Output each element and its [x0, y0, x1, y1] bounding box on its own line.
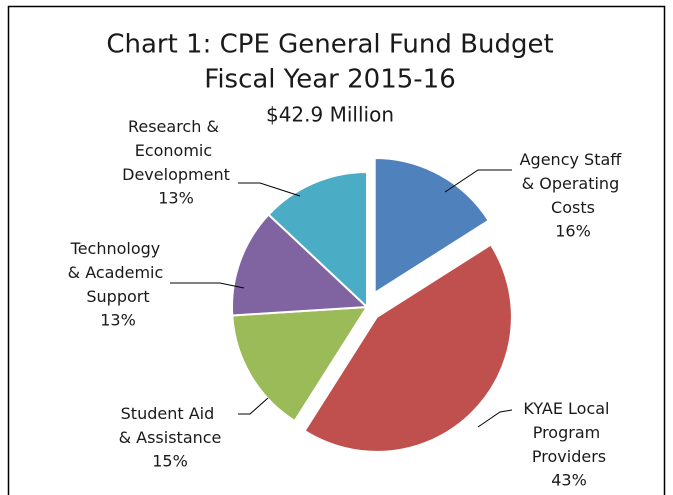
label-line: KYAE Local [523, 399, 614, 418]
label-line: & Assistance [119, 428, 222, 447]
chart-title: Chart 1: CPE General Fund Budget [106, 30, 553, 60]
pie-slice [267, 170, 368, 310]
label-line: Technology [70, 239, 166, 258]
leader-line [238, 182, 301, 197]
label-line: Costs [551, 198, 595, 217]
label-line: & Academic [68, 263, 169, 282]
label-line: Development [122, 165, 230, 184]
chart-title: Fiscal Year 2015-16 [204, 65, 456, 95]
label-line: Agency Staff [520, 150, 627, 169]
category-label: KYAE Local Program Providers [523, 399, 614, 466]
label-line: Research & [128, 117, 224, 136]
leader-line [170, 282, 245, 289]
leader-line [444, 169, 512, 193]
value-label: 13% [100, 311, 136, 330]
chart-subtitle: $42.9 Million [266, 103, 394, 127]
value-label: 13% [158, 189, 194, 208]
category-label: Student Aid & Assistance [119, 404, 222, 447]
leader-line [477, 409, 513, 428]
pie-slice [373, 156, 491, 295]
value-label: 16% [555, 222, 591, 241]
label-line: Economic [135, 141, 218, 160]
pie-slice [231, 213, 370, 317]
category-label: Research & Economic Development [122, 117, 230, 184]
label-line: & Operating [522, 174, 625, 193]
category-label: Technology & Academic Support [68, 239, 169, 306]
label-line: Support [86, 287, 149, 306]
chart-frame [7, 5, 666, 495]
label-line: Program [533, 423, 606, 442]
category-label: Agency Staff & Operating Costs [520, 150, 627, 217]
label-line: Student Aid [121, 404, 220, 423]
leader-line [238, 397, 269, 415]
label-line: Providers [532, 447, 606, 466]
pie-slice [303, 243, 513, 453]
value-label: 15% [152, 452, 188, 471]
value-label: 43% [551, 471, 587, 490]
pie-slice [231, 305, 369, 423]
